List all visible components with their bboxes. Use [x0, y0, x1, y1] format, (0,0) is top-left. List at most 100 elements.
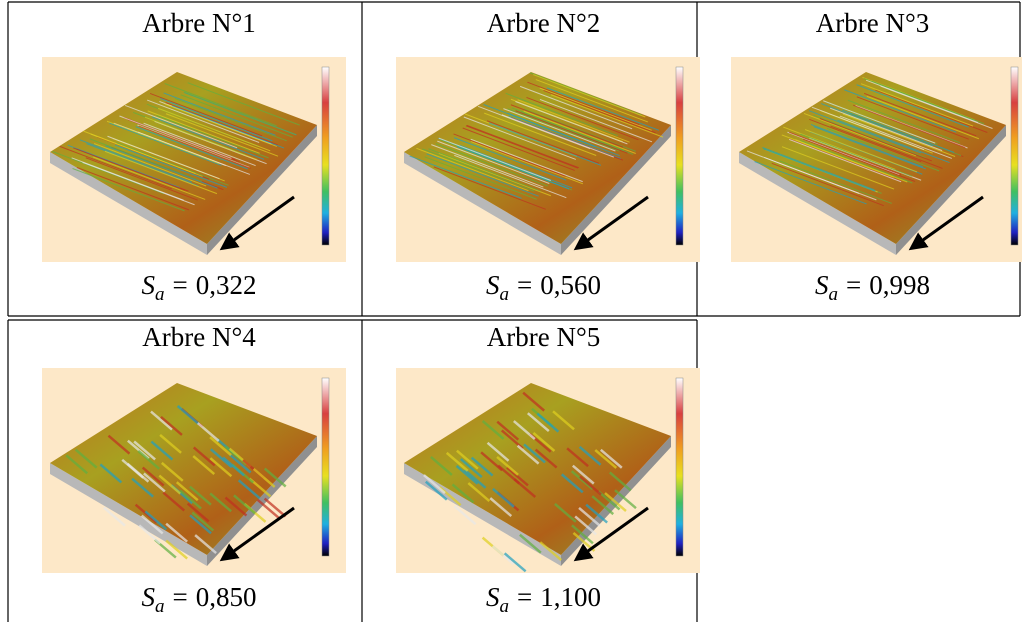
- surface-texture: [209, 457, 233, 478]
- surface-texture: [837, 119, 950, 164]
- table-cell: Arbre N°2 Sa = 0,560: [396, 8, 700, 305]
- surface-texture: [256, 498, 280, 519]
- roughness-value: Sa = 0,998: [815, 270, 930, 305]
- surface-texture: [67, 144, 180, 189]
- surface-texture: [802, 138, 916, 182]
- surface-texture: [189, 514, 212, 535]
- symbol: S: [815, 270, 829, 300]
- value: 0,850: [196, 582, 257, 612]
- surface-texture: [160, 98, 273, 142]
- surface-texture: [515, 110, 628, 154]
- surface-texture: [85, 157, 198, 201]
- surface-texture: [526, 96, 639, 141]
- surface-texture: [594, 449, 618, 469]
- symbol: S: [486, 582, 500, 612]
- surface-texture: [423, 474, 446, 494]
- surface-texture: [143, 472, 166, 493]
- surface-texture: [489, 497, 513, 518]
- subscript: a: [500, 596, 510, 617]
- surface-texture: [865, 79, 979, 124]
- surface-texture: [762, 146, 875, 191]
- surface-texture: [409, 155, 522, 199]
- surface-texture: [511, 107, 624, 151]
- surface-texture: [614, 489, 637, 510]
- surface-texture: [539, 541, 563, 562]
- surface-texture: [510, 98, 624, 143]
- surface-texture: [237, 479, 261, 500]
- surface-texture: [550, 94, 664, 138]
- cell-title: Arbre N°1: [142, 8, 256, 38]
- surface-texture: [103, 506, 126, 527]
- surface-texture: [470, 140, 584, 185]
- surface-texture: [523, 443, 546, 464]
- surface-texture: [571, 464, 595, 485]
- surface-texture: [73, 147, 186, 191]
- surface-texture: [501, 114, 615, 158]
- value: 0,998: [869, 270, 930, 300]
- surface-texture: [488, 122, 602, 166]
- operator: =: [846, 270, 861, 300]
- surface-texture: [813, 114, 926, 159]
- surface-texture: [604, 492, 627, 512]
- surface-texture: [79, 139, 193, 183]
- surface-texture: [192, 455, 216, 475]
- surface: [404, 383, 671, 555]
- surface-texture: [433, 166, 546, 210]
- table-cell: Arbre N°4 Sa = 0,850: [42, 322, 346, 617]
- table-cell: Arbre N°5 Sa = 1,100: [396, 322, 700, 617]
- surface-texture: [107, 135, 220, 180]
- operator: =: [517, 270, 532, 300]
- surface-texture: [783, 126, 896, 170]
- surface-texture: [158, 107, 271, 152]
- surface-texture: [527, 412, 550, 433]
- surface-texture: [426, 153, 539, 197]
- subscript: a: [155, 284, 165, 305]
- surface-texture: [438, 137, 551, 181]
- surface-texture: [803, 112, 917, 157]
- surface-texture: [585, 503, 608, 524]
- subscript: a: [829, 284, 839, 305]
- surface-texture: [808, 110, 922, 154]
- surface-texture: [165, 522, 188, 543]
- surface-texture: [165, 113, 279, 157]
- surface-texture: [503, 552, 527, 573]
- surface-texture: [131, 477, 154, 498]
- cell-title: Arbre N°3: [816, 8, 930, 38]
- surface-texture: [138, 524, 162, 545]
- surface-texture: [151, 116, 265, 160]
- surface-texture: [74, 448, 98, 469]
- surface-texture: [829, 107, 943, 152]
- surface-side: [50, 463, 207, 566]
- direction-arrow: [219, 506, 295, 562]
- surface-texture: [523, 110, 636, 154]
- surface-texture: [72, 168, 185, 212]
- surface-texture: [519, 533, 542, 554]
- surface-texture: [800, 140, 913, 184]
- surface-texture: [529, 72, 643, 116]
- surface-texture: [135, 126, 248, 170]
- surface-texture: [424, 480, 448, 501]
- surface-texture: [116, 142, 229, 186]
- surface-texture: [505, 92, 618, 137]
- surface-texture: [89, 138, 203, 182]
- surface-texture: [119, 115, 232, 159]
- surface-texture: [163, 92, 276, 136]
- subscript: a: [500, 284, 510, 305]
- surface-texture: [871, 80, 985, 125]
- surface-texture: [196, 422, 220, 442]
- surface-texture: [823, 100, 936, 144]
- surface-texture: [209, 436, 232, 457]
- surface-texture: [534, 448, 558, 469]
- surface-texture: [165, 102, 278, 146]
- surface-texture: [150, 440, 174, 461]
- surface-texture: [813, 126, 926, 170]
- surface-texture: [863, 92, 977, 137]
- operator: =: [173, 270, 188, 300]
- surface-texture: [160, 416, 183, 436]
- surface-texture: [165, 539, 188, 560]
- surface: [50, 383, 317, 555]
- surface-texture: [453, 133, 566, 177]
- surface-texture: [519, 85, 633, 130]
- surface-texture: [781, 146, 895, 190]
- surface-texture: [428, 148, 541, 192]
